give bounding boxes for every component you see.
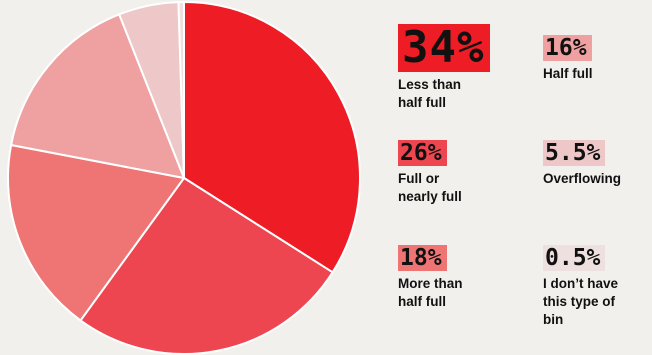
pie-slice-1: [79, 177, 334, 355]
pie-slice-0: [183, 1, 361, 274]
pie-slice-2: [7, 144, 185, 322]
legend-item-overflowing: 5.5% Overflowing: [543, 140, 621, 188]
legend-item-half-full: 16% Half full: [543, 35, 593, 83]
pie-slice-5: [177, 1, 185, 179]
label-less-than-half-full: Less than half full: [398, 77, 462, 110]
legend-item-full-or-nearly-full: 26% Full or nearly full: [398, 140, 462, 206]
label-more-than-half-full: More than half full: [398, 276, 463, 309]
pct-overflowing: 5.5%: [543, 140, 606, 166]
pct-more-than-half-full: 18%: [398, 245, 447, 271]
legend-item-less-than-half-full: 34% Less than half full: [398, 24, 491, 112]
pct-full-or-nearly-full: 26%: [398, 140, 447, 166]
label-overflowing: Overflowing: [543, 171, 622, 186]
pct-no-bin: 0.5%: [543, 245, 606, 271]
label-full-or-nearly-full: Full or nearly full: [398, 171, 462, 204]
label-no-bin: I don’t have this type of bin: [543, 276, 619, 327]
legend-item-no-bin: 0.5% I don’t have this type of bin: [543, 245, 618, 329]
label-half-full: Half full: [543, 66, 593, 81]
pie-chart: [7, 1, 361, 355]
pie-slice-3: [10, 13, 185, 179]
pct-less-than-half-full: 34%: [398, 24, 491, 72]
pct-half-full: 16%: [543, 35, 592, 61]
legend-item-more-than-half-full: 18% More than half full: [398, 245, 463, 311]
